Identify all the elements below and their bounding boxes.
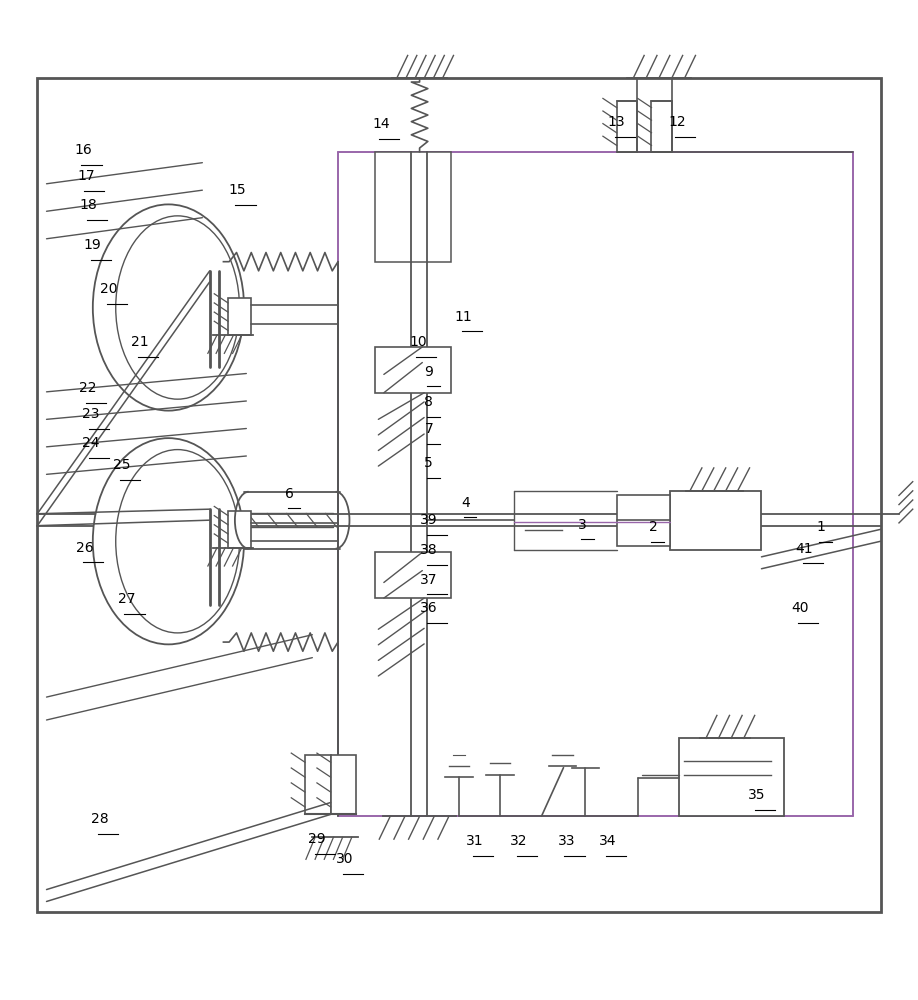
Text: 40: 40 bbox=[791, 601, 809, 615]
Text: 36: 36 bbox=[420, 601, 438, 615]
Text: 14: 14 bbox=[373, 117, 390, 131]
Bar bbox=[375, 552, 451, 598]
Bar bbox=[670, 491, 762, 550]
Bar bbox=[652, 101, 672, 152]
Bar bbox=[228, 511, 251, 548]
Text: 12: 12 bbox=[668, 115, 686, 129]
Bar bbox=[228, 298, 251, 335]
Text: 34: 34 bbox=[599, 834, 616, 848]
Bar bbox=[617, 495, 670, 546]
Bar bbox=[679, 738, 784, 816]
Ellipse shape bbox=[116, 450, 240, 633]
Text: 18: 18 bbox=[80, 198, 97, 212]
Text: 1: 1 bbox=[817, 520, 825, 534]
Ellipse shape bbox=[93, 204, 244, 411]
Text: 4: 4 bbox=[461, 496, 470, 510]
Text: 27: 27 bbox=[118, 592, 135, 606]
Text: 7: 7 bbox=[424, 422, 433, 436]
Text: 13: 13 bbox=[608, 115, 625, 129]
Bar bbox=[375, 347, 451, 393]
Bar bbox=[305, 755, 330, 814]
Text: 22: 22 bbox=[79, 381, 96, 395]
Text: 15: 15 bbox=[229, 183, 246, 197]
Text: 30: 30 bbox=[336, 852, 353, 866]
Ellipse shape bbox=[93, 438, 244, 644]
Text: 9: 9 bbox=[424, 365, 433, 379]
Text: 23: 23 bbox=[82, 407, 99, 421]
Ellipse shape bbox=[116, 216, 240, 399]
Text: 21: 21 bbox=[131, 335, 149, 349]
Text: 28: 28 bbox=[91, 812, 108, 826]
Text: 19: 19 bbox=[84, 238, 101, 252]
Text: 31: 31 bbox=[465, 834, 484, 848]
Text: 11: 11 bbox=[454, 310, 473, 324]
Bar bbox=[330, 755, 356, 814]
Text: 20: 20 bbox=[100, 282, 118, 296]
Text: 35: 35 bbox=[748, 788, 766, 802]
Text: 37: 37 bbox=[420, 573, 438, 587]
Bar bbox=[375, 152, 451, 262]
Text: 10: 10 bbox=[409, 335, 427, 349]
Text: 16: 16 bbox=[74, 143, 92, 157]
Text: 39: 39 bbox=[420, 513, 438, 527]
Text: 2: 2 bbox=[649, 520, 657, 534]
Text: 5: 5 bbox=[424, 456, 433, 470]
Text: 33: 33 bbox=[557, 834, 575, 848]
Text: 32: 32 bbox=[509, 834, 527, 848]
Text: 3: 3 bbox=[578, 518, 588, 532]
Text: 25: 25 bbox=[113, 458, 130, 472]
Text: 38: 38 bbox=[420, 543, 438, 557]
Bar bbox=[617, 101, 637, 152]
Text: 26: 26 bbox=[76, 541, 94, 555]
Text: 6: 6 bbox=[285, 487, 294, 501]
Text: 41: 41 bbox=[796, 542, 813, 556]
Text: 17: 17 bbox=[77, 169, 95, 183]
Text: 8: 8 bbox=[424, 395, 433, 409]
Text: 29: 29 bbox=[308, 832, 326, 846]
Text: 24: 24 bbox=[82, 436, 99, 450]
